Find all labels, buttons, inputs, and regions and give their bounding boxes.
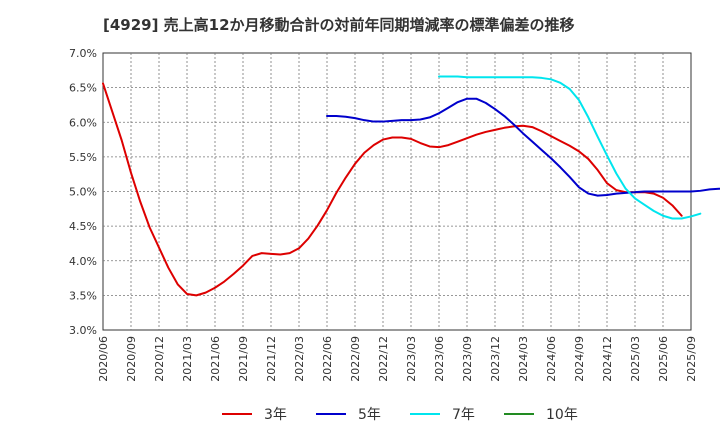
y-tick-label: 4.0% <box>69 255 97 268</box>
x-tick-label: 2024/09 <box>573 336 586 382</box>
x-tick-label: 2022/06 <box>321 336 334 382</box>
x-tick-label: 2022/12 <box>377 336 390 382</box>
y-tick-label: 7.0% <box>69 47 97 60</box>
x-tick-label: 2021/06 <box>209 336 222 382</box>
series-line-7年 <box>438 75 702 220</box>
legend-item: 3年 <box>222 407 287 423</box>
y-tick-label: 3.5% <box>69 289 97 302</box>
legend-item: 5年 <box>316 407 381 423</box>
legend-label: 10年 <box>546 407 578 423</box>
series-line-5年 <box>326 97 720 197</box>
x-tick-label: 2024/03 <box>517 336 530 382</box>
x-tick-label: 2023/09 <box>461 336 474 382</box>
x-tick-label: 2023/03 <box>405 336 418 382</box>
legend-label: 7年 <box>452 407 475 423</box>
y-tick-label: 5.5% <box>69 151 97 164</box>
legend-item: 10年 <box>504 407 578 423</box>
x-tick-label: 2021/03 <box>181 336 194 382</box>
y-tick-label: 6.0% <box>69 116 97 129</box>
legend: 3年 5年 7年 10年 <box>222 407 578 423</box>
x-tick-label: 2020/12 <box>153 336 166 382</box>
grid-lines <box>103 53 691 330</box>
x-tick-label: 2023/06 <box>433 336 446 382</box>
x-tick-label: 2023/12 <box>489 336 502 382</box>
x-tick-label: 2022/09 <box>349 336 362 382</box>
x-tick-label: 2025/09 <box>685 336 698 382</box>
x-tick-label: 2020/09 <box>125 336 138 382</box>
legend-item: 7年 <box>410 407 475 423</box>
x-tick-label: 2024/06 <box>545 336 558 382</box>
series-lines <box>102 75 720 297</box>
x-tick-label: 2021/09 <box>237 336 250 382</box>
x-tick-label: 2025/06 <box>657 336 670 382</box>
series-line-3年 <box>102 82 683 297</box>
y-tick-label: 4.5% <box>69 220 97 233</box>
x-tick-label: 2020/06 <box>97 336 110 382</box>
x-tick-label: 2021/12 <box>265 336 278 382</box>
x-axis: 2020/06 2020/09 2020/12 2021/03 2021/06 2021/… <box>97 336 698 382</box>
legend-label: 5年 <box>358 407 381 423</box>
x-tick-label: 2022/03 <box>293 336 306 382</box>
y-tick-label: 6.5% <box>69 82 97 95</box>
x-tick-label: 2024/12 <box>601 336 614 382</box>
chart-title: [4929] 売上高12か月移動合計の対前年同期増減率の標準偏差の推移 <box>103 16 575 34</box>
y-tick-label: 3.0% <box>69 324 97 337</box>
y-axis: 7.0% 6.5% 6.0% 5.5% 5.0% 4.5% 4.0% 3.5% 3.0% <box>69 47 97 337</box>
legend-label: 3年 <box>264 407 287 423</box>
x-tick-label: 2025/03 <box>629 336 642 382</box>
y-tick-label: 5.0% <box>69 186 97 199</box>
